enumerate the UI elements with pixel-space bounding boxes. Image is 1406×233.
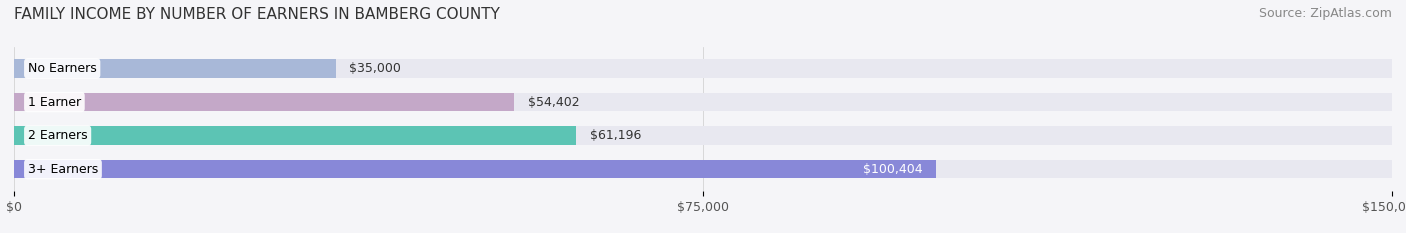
- Bar: [14, 59, 1392, 78]
- Text: $35,000: $35,000: [349, 62, 401, 75]
- Text: 2 Earners: 2 Earners: [28, 129, 87, 142]
- Text: $61,196: $61,196: [591, 129, 641, 142]
- Text: FAMILY INCOME BY NUMBER OF EARNERS IN BAMBERG COUNTY: FAMILY INCOME BY NUMBER OF EARNERS IN BA…: [14, 7, 501, 22]
- Text: No Earners: No Earners: [28, 62, 97, 75]
- Text: 1 Earner: 1 Earner: [28, 96, 82, 109]
- Bar: [14, 160, 936, 178]
- Bar: [14, 93, 513, 111]
- Text: $100,404: $100,404: [863, 163, 922, 176]
- Text: $54,402: $54,402: [527, 96, 579, 109]
- Text: 3+ Earners: 3+ Earners: [28, 163, 98, 176]
- Bar: [14, 126, 576, 145]
- Bar: [14, 160, 1392, 178]
- Bar: [14, 126, 1392, 145]
- Bar: [14, 93, 1392, 111]
- Bar: [14, 59, 336, 78]
- Text: Source: ZipAtlas.com: Source: ZipAtlas.com: [1258, 7, 1392, 20]
